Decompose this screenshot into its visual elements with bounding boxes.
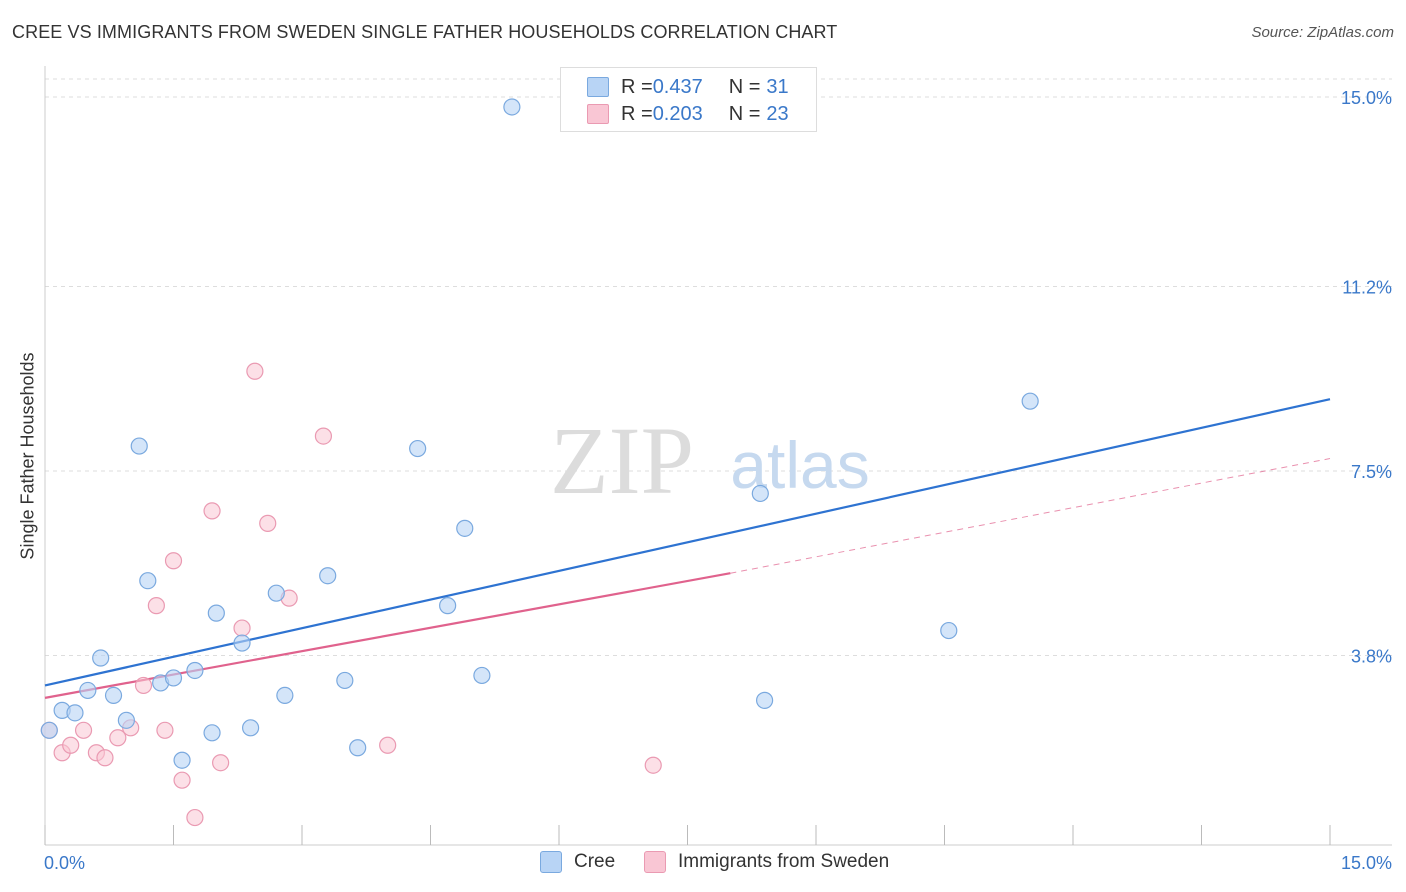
cree-point [104,686,123,705]
cree-point [92,649,110,667]
cree-trend-line [44,398,1331,687]
cree-point [207,604,225,622]
sweden-point [134,676,153,695]
sweden-point [233,619,251,637]
legend-label-sweden: Immigrants from Sweden [678,851,890,872]
cree-point [242,719,260,737]
cree-point [203,724,221,742]
y-tick-label: 11.2% [1342,277,1392,297]
sweden-point [96,749,114,767]
cree-point [66,704,84,722]
r-value: 0.203 [652,102,703,125]
cree-swatch [587,77,609,97]
axis-layer [44,66,1392,846]
legend-item-sweden[interactable]: Immigrants from Sweden [644,851,889,873]
sweden-legend-swatch [644,851,666,873]
sweden-trend-extension [730,458,1331,574]
cree-point [40,721,58,739]
n-label: N = [728,102,761,125]
cree-point [940,621,958,640]
watermark-atlas: atlas [730,428,869,502]
cree-point [139,572,157,590]
cree-point [79,681,97,700]
chart-title: CREE VS IMMIGRANTS FROM SWEDEN SINGLE FA… [12,22,838,42]
cree-point [164,669,183,687]
n-value: 23 [766,102,789,125]
cree-point [439,597,457,615]
cree-point [1021,392,1039,410]
sweden-point [62,736,80,754]
cree-point [319,567,337,585]
stats-legend: R = 0.437 N = 31 R = 0.203 N = 23 [560,67,817,132]
cree-point [456,519,474,537]
cree-point [173,751,191,769]
r-value: 0.437 [652,75,703,98]
legend-row-cree: R = 0.437 N = 31 [587,75,789,99]
tick-label-layer: 3.8% 7.5% 11.2% 15.0% 0.0% 15.0% [44,88,1392,873]
n-value: 31 [766,75,789,98]
sweden-swatch [587,104,609,124]
sweden-point [379,736,397,754]
sweden-point [259,514,277,532]
cree-point [267,584,285,602]
source-label: Source: ZipAtlas.com [1251,24,1394,41]
sweden-point [212,754,230,772]
cree-point [349,739,367,757]
y-tick-label: 7.5% [1351,462,1392,482]
points-layer [40,98,1039,827]
sweden-point [314,427,333,445]
y-tick-label: 15.0% [1341,88,1392,108]
sweden-point [109,729,127,747]
cree-legend-swatch [540,851,562,873]
sweden-point [173,771,191,789]
watermark: ZIP atlas [550,407,870,514]
sweden-point [203,502,221,520]
n-label: N = [728,75,761,98]
cree-point [503,98,521,116]
cree-point [233,634,251,652]
sweden-point [644,756,662,774]
x-tick-label: 15.0% [1341,853,1392,873]
sweden-point [156,721,174,739]
cree-point [186,661,204,680]
legend-item-cree[interactable]: Cree [540,851,615,873]
cree-point [130,437,148,455]
cree-point [751,484,769,503]
y-axis-label: Single Father Households [17,352,38,560]
sweden-point [186,808,204,827]
r-label: R = [621,102,653,125]
watermark-zip: ZIP [550,407,694,514]
grid-layer [45,78,1392,657]
legend-label-cree: Cree [574,851,616,872]
sweden-point [164,552,183,570]
r-label: R = [621,75,653,98]
cree-point [755,691,774,709]
cree-point [473,666,491,685]
cree-point [336,671,354,690]
sweden-point [74,721,93,739]
x-tick-label: 0.0% [44,853,85,873]
cree-point [117,711,135,729]
y-tick-label: 3.8% [1351,647,1392,667]
sweden-point [147,597,165,615]
sweden-point [246,362,264,380]
legend-row-sweden: R = 0.203 N = 23 [587,102,789,126]
cree-point [276,686,294,705]
cree-point [409,439,427,458]
